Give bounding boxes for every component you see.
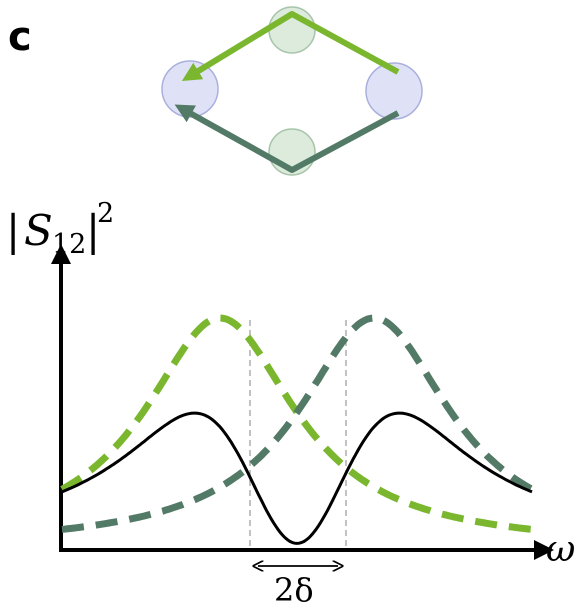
interference-transmission-curve (61, 411, 533, 545)
lower-path-arrow (174, 104, 400, 173)
light-green-lorentzian-curve (60, 314, 533, 533)
ylabel-bar-left: | (6, 206, 20, 255)
ylabel-subscript: 12 (52, 229, 86, 260)
upper-path-arrow (181, 11, 400, 81)
x-axis-label: ω (546, 529, 575, 570)
ylabel-bar-right: | (86, 206, 100, 255)
splitting-label: 2δ (274, 571, 314, 609)
left-site-circle (161, 60, 219, 118)
right-site-circle (365, 62, 423, 120)
dark-green-lorentzian-curve (61, 314, 534, 533)
ylabel-superscript: 2 (97, 198, 114, 229)
ylabel-symbol: S (24, 206, 53, 255)
y-axis-label: | S 12 | 2 (6, 198, 114, 260)
panel-label: c (8, 14, 32, 60)
